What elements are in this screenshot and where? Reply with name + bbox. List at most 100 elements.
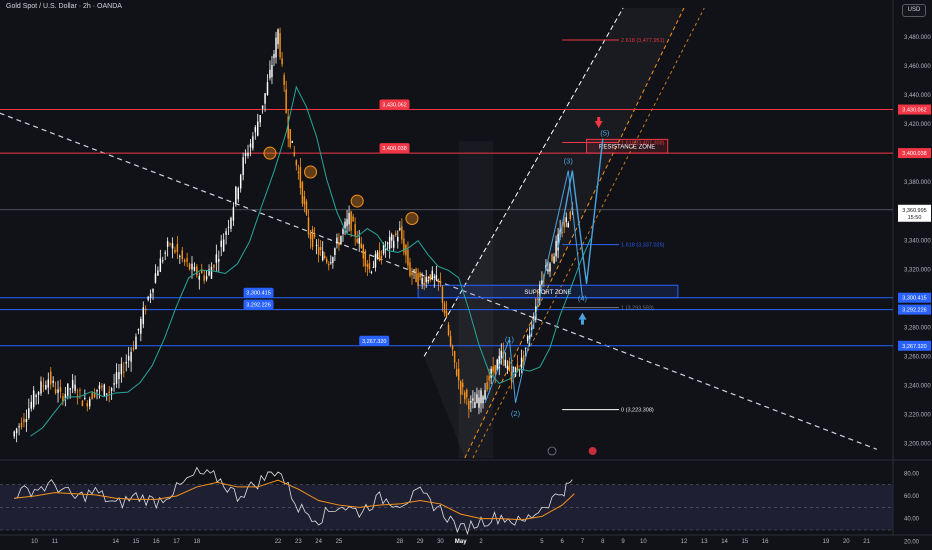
candle [496, 359, 498, 371]
currency-button[interactable]: USD [902, 4, 926, 17]
candle [413, 269, 415, 271]
candle [336, 237, 338, 244]
candle [494, 365, 496, 374]
rsi-tick-label: 60.00 [904, 494, 920, 500]
candle [551, 254, 553, 261]
fib-level-label: 1.618 (3,337.026) [621, 243, 665, 249]
candle [478, 397, 480, 408]
candle [482, 396, 484, 404]
down-arrow-icon [594, 121, 603, 129]
candle [74, 384, 76, 391]
candle [37, 391, 40, 395]
candle [370, 271, 373, 273]
x-tick-label: 13 [701, 539, 708, 545]
candle [498, 355, 500, 369]
candle [47, 379, 50, 388]
candle [405, 244, 407, 256]
candle [567, 222, 570, 228]
candle [315, 244, 318, 246]
level-tag-text: 3,400.038 [382, 146, 406, 152]
candle [230, 217, 232, 229]
down-arrow-stem [597, 117, 601, 123]
candles-group [13, 27, 574, 443]
candle [382, 244, 385, 254]
candle [512, 367, 515, 369]
y-tick-label: 3,280.000 [904, 325, 931, 331]
candle [358, 238, 360, 244]
x-tick-label: 10 [31, 539, 38, 545]
x-tick-label: 16 [153, 539, 160, 545]
news-flag-icon[interactable] [588, 447, 597, 455]
candle [198, 276, 201, 280]
candle [492, 366, 494, 372]
candle [328, 263, 330, 266]
candle [443, 302, 446, 314]
y-tick-label: 3,240.000 [904, 383, 931, 389]
up-arrow-icon [578, 312, 587, 320]
candle [459, 381, 462, 395]
moving-average-line [30, 85, 592, 437]
rsi-tick-label: 20.00 [904, 539, 920, 545]
candle [273, 53, 275, 59]
y-tick-label: 3,320.000 [904, 267, 931, 273]
candle [118, 372, 120, 380]
x-tick-label: 2 [479, 539, 483, 545]
candle [157, 270, 159, 276]
current-price-text: 3,360.995 [902, 208, 926, 214]
candle [433, 276, 436, 278]
candle [305, 201, 308, 215]
candle [362, 245, 365, 259]
candle [40, 381, 42, 394]
candle [88, 399, 91, 407]
candle [403, 238, 405, 253]
candle [103, 384, 106, 396]
candle [196, 266, 198, 276]
candle [390, 234, 393, 241]
candle [96, 389, 98, 392]
x-tick-label: 8 [601, 539, 605, 545]
event-icon[interactable] [547, 446, 557, 456]
zone-label: RESISTANCE ZONE [599, 145, 655, 151]
candle [144, 308, 147, 311]
candle [235, 186, 237, 204]
candle [388, 236, 391, 249]
candle [380, 255, 383, 259]
candle [277, 29, 279, 45]
price-axis-tag [898, 292, 931, 303]
candle [526, 335, 529, 342]
candle [108, 391, 110, 394]
candle [449, 335, 452, 346]
candle [366, 264, 369, 267]
candle [281, 58, 283, 65]
candle [439, 281, 442, 284]
candle [289, 129, 291, 147]
candle [123, 371, 125, 373]
candle [555, 240, 557, 257]
candle [183, 259, 186, 262]
candle [232, 207, 235, 221]
x-tick-label: 15 [133, 539, 140, 545]
candle [127, 356, 130, 361]
candle [514, 367, 517, 377]
candle [176, 244, 179, 252]
candle [423, 282, 425, 286]
candle [188, 263, 191, 270]
candle [415, 268, 417, 283]
candle [242, 157, 244, 176]
candle [84, 398, 86, 400]
candle [101, 385, 103, 388]
candle [470, 401, 472, 403]
wave-label: (5) [600, 129, 610, 138]
price-axis-tag [898, 104, 931, 115]
candle [23, 418, 25, 423]
candle [451, 345, 454, 350]
candle [247, 152, 249, 156]
candle [506, 365, 509, 369]
wave-label: (2) [511, 409, 521, 418]
candle [395, 233, 397, 236]
candle [20, 422, 23, 428]
candle [218, 259, 220, 262]
x-tick-label: 9 [621, 539, 625, 545]
